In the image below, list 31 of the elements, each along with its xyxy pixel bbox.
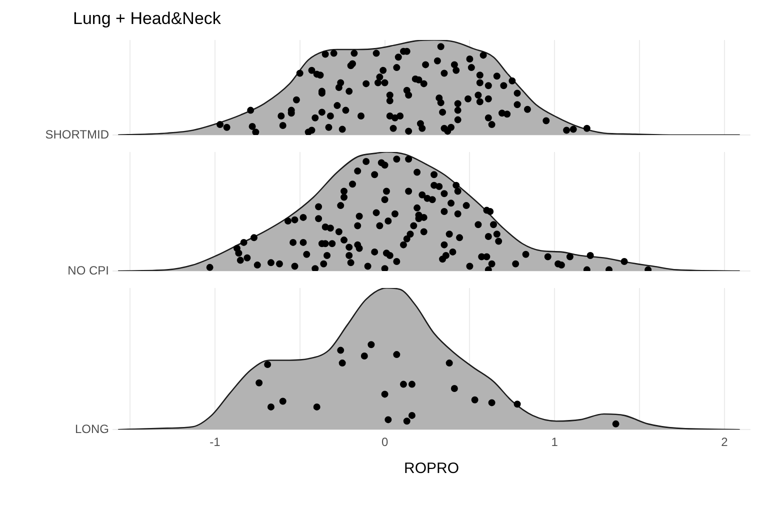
point [313,403,320,410]
point [264,360,272,368]
x-tick-label: 0 [381,435,388,450]
y-axis-title: SHORTMID [45,127,110,142]
y-axis-title: NO CPI [68,263,109,278]
point [338,360,346,367]
point [408,412,416,419]
point [267,403,274,410]
point [403,418,410,425]
point [408,380,416,388]
point [256,379,263,386]
point [384,416,392,424]
point [450,385,458,392]
point [393,351,400,358]
point [471,396,478,404]
point [514,400,521,408]
point [279,398,286,405]
point [400,380,407,388]
y-axis-title: LONG [74,422,109,436]
x-tick-label: -1 [210,435,221,450]
x-tick-label: 2 [721,435,728,450]
point [368,341,375,348]
point [612,420,620,428]
point [337,346,344,354]
x-axis-title: ROPRO [404,460,460,478]
chart-title: Lung + Head&Neck [73,9,222,28]
point [488,399,496,406]
x-tick-label: 1 [551,435,558,450]
point [360,352,368,360]
point [381,390,388,398]
point [446,360,453,367]
